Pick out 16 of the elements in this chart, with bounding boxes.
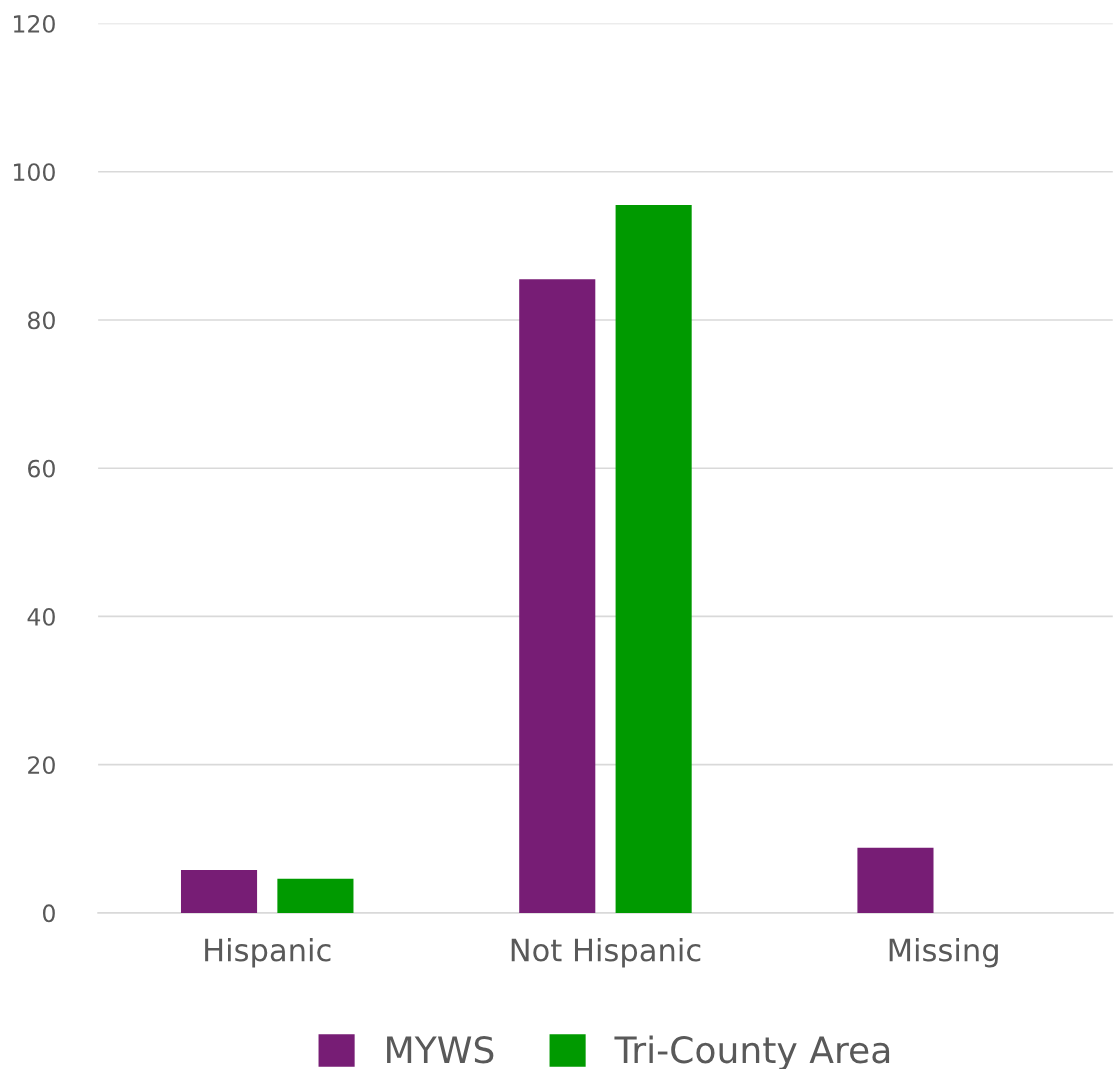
bar <box>519 279 596 913</box>
y-tick-label: 120 <box>13 14 55 33</box>
bar <box>180 869 258 913</box>
y-tick-label: 0 <box>42 904 55 923</box>
y-tick-label: 60 <box>28 459 55 478</box>
x-tick-label: Missing <box>889 937 998 968</box>
bar <box>857 847 934 913</box>
x-tick-label: Hispanic <box>205 937 331 968</box>
y-tick-label: 80 <box>28 311 55 330</box>
bar <box>615 205 692 913</box>
x-tick-label: Not Hispanic <box>511 937 701 968</box>
y-tick-label: 20 <box>28 756 55 774</box>
y-tick-label: 40 <box>27 607 55 626</box>
bar <box>277 878 354 913</box>
legend-label: MYWS <box>387 1036 494 1064</box>
y-tick-label: 100 <box>13 163 55 182</box>
